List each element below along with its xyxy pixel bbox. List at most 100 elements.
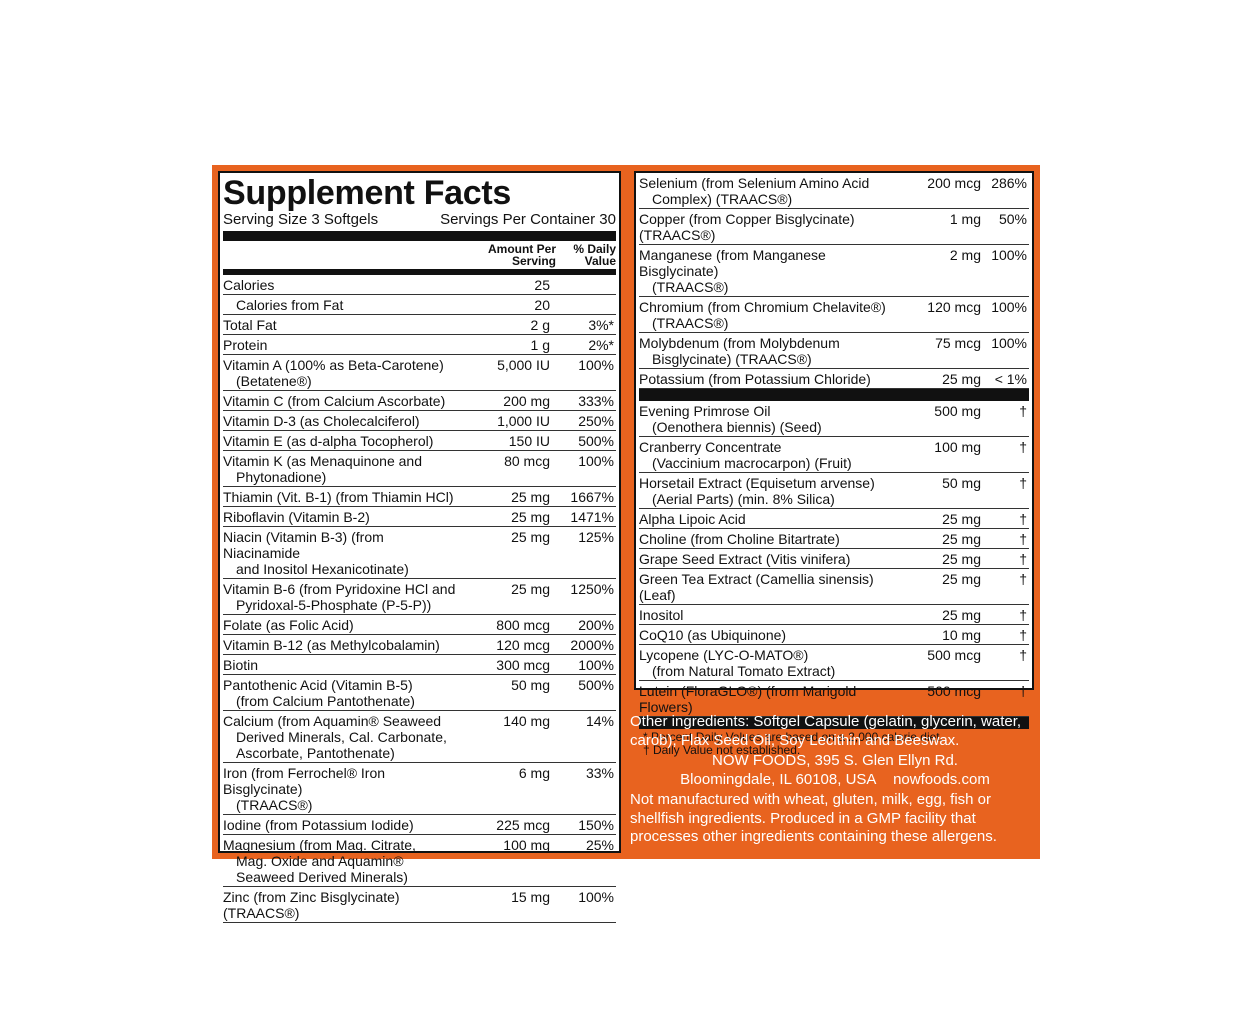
nutrient-row: Lutein (FloraGLO®) (from Marigold Flower… (639, 681, 1029, 717)
nutrient-name-text: Lycopene (LYC-O-MATO®) (639, 647, 809, 663)
nutrient-row: Vitamin C (from Calcium Ascorbate) 200 mg… (223, 391, 616, 411)
nutrient-name-continued: and Inositol Hexanicotinate) (236, 561, 409, 577)
nutrient-name-text: Folate (as Folic Acid) (223, 617, 354, 633)
nutrient-name-text: Pantothenic Acid (Vitamin B-5) (223, 677, 413, 693)
nutrient-name: Grape Seed Extract (Vitis vinifera) (639, 551, 901, 567)
nutrient-name: Magnesium (from Mag. Citrate, Mag. Oxide … (223, 837, 460, 885)
nutrient-daily-value: 500% (578, 433, 614, 449)
nutrient-name-text: Vitamin A (100% as Beta-Carotene) (223, 357, 444, 373)
nutrient-amount: 25 mg (511, 509, 550, 525)
thick-divider (223, 231, 616, 241)
nutrient-row: CoQ10 (as Ubiquinone) 10 mg † (639, 625, 1029, 645)
company-name: NOW FOODS, 395 S. Glen Ellyn Rd. (712, 752, 958, 769)
nutrient-daily-value: † (1019, 683, 1027, 699)
serving-info: Serving Size 3 Softgels Servings Per Con… (223, 211, 616, 228)
servings-per-container: Servings Per Container 30 (440, 211, 616, 228)
daily-value-header: % Daily Value (573, 242, 616, 268)
nutrient-daily-value: † (1019, 475, 1027, 491)
nutrient-name: Cranberry Concentrate (Vaccinium macrocar… (639, 439, 901, 471)
nutrient-name: Copper (from Copper Bisglycinate) (TRAAC… (639, 211, 901, 243)
nutrient-row: Vitamin B-12 (as Methylcobalamin) 120 mcg… (223, 635, 616, 655)
nutrient-daily-value: † (1019, 607, 1027, 623)
nutrient-amount: 140 mg (503, 713, 550, 729)
nutrient-amount: 25 mg (511, 581, 550, 597)
nutrient-amount: 20 (534, 297, 550, 313)
amount-header: Amount Per Serving (487, 242, 556, 268)
nutrient-amount: 2 mg (949, 247, 981, 263)
nutrient-name-text: Vitamin D-3 (as Cholecalciferol) (223, 413, 420, 429)
nutrient-daily-value: 100% (578, 453, 614, 469)
nutrient-name: Chromium (from Chromium Chelavite®) (TRAA… (639, 299, 901, 331)
nutrient-amount: 25 mg (942, 511, 981, 527)
nutrient-name-text: Evening Primrose Oil (639, 403, 771, 419)
nutrient-name-continued: (from Natural Tomato Extract) (652, 663, 836, 679)
nutrient-daily-value: † (1019, 511, 1027, 527)
nutrient-daily-value: † (1019, 627, 1027, 643)
nutrient-row: Pantothenic Acid (Vitamin B-5) (from Calc… (223, 675, 616, 711)
nutrient-row: Selenium (from Selenium Amino Acid Comple… (639, 173, 1029, 209)
nutrient-daily-value: 200% (578, 617, 614, 633)
nutrient-row: Manganese (from Manganese Bisglycinate)(… (639, 245, 1029, 297)
nutrient-daily-value (562, 277, 616, 293)
nutrient-amount: 500 mg (934, 403, 981, 419)
nutrient-daily-value: 150% (578, 817, 614, 833)
nutrient-row: Folate (as Folic Acid) 800 mcg 200% (223, 615, 616, 635)
nutrient-name: Folate (as Folic Acid) (223, 617, 460, 633)
nutrient-row: Inositol 25 mg † (639, 605, 1029, 625)
nutrient-name-text: Selenium (from Selenium Amino Acid (639, 175, 870, 191)
nutrient-name-text: Calories from Fat (236, 297, 344, 313)
nutrient-row: Niacin (Vitamin B-3) (from Niacinamide an… (223, 527, 616, 579)
nutrient-amount: 25 mg (942, 531, 981, 547)
nutrient-daily-value: 25% (585, 837, 614, 853)
nutrient-daily-value: 100% (578, 357, 614, 373)
nutrient-amount: 200 mcg (927, 175, 981, 191)
nutrient-row: Evening Primrose Oil (Oenothera biennis) … (639, 401, 1029, 437)
nutrient-name-continued: (TRAACS®) (652, 315, 729, 331)
nutrient-name-continued: (from Calcium Pantothenate) (236, 693, 415, 709)
column-header: Amount Per Serving % Daily Value (223, 241, 616, 275)
nutrient-amount: 500 mcg (927, 647, 981, 663)
nutrient-row: Grape Seed Extract (Vitis vinifera) 25 mg… (639, 549, 1029, 569)
nutrient-amount: 25 mg (511, 489, 550, 505)
nutrient-name-text: Copper (from Copper Bisglycinate) (TRAAC… (639, 211, 855, 243)
nutrient-name: Iodine (from Potassium Iodide) (223, 817, 460, 833)
nutrient-daily-value: 100% (578, 889, 614, 905)
nutrient-amount: 120 mcg (496, 637, 550, 653)
nutrient-name-text: Magnesium (from Mag. Citrate, (223, 837, 416, 853)
nutrient-name-text: Lutein (FloraGLO®) (from Marigold Flower… (639, 683, 857, 715)
nutrient-name: Total Fat (223, 317, 460, 333)
nutrient-name: Vitamin A (100% as Beta-Carotene) (Betate… (223, 357, 460, 389)
nutrient-amount: 225 mcg (496, 817, 550, 833)
nutrient-daily-value: 33% (585, 765, 614, 781)
nutrient-amount: 500 mcg (927, 683, 981, 699)
nutrient-daily-value (562, 297, 616, 313)
nutrient-name: Lycopene (LYC-O-MATO®) (from Natural Toma… (639, 647, 901, 679)
nutrient-name: Lutein (FloraGLO®) (from Marigold Flower… (639, 683, 901, 715)
footnotes: * Percent Daily Values are based on a 2,… (639, 729, 1029, 759)
nutrient-name: CoQ10 (as Ubiquinone) (639, 627, 901, 643)
nutrient-amount: 800 mcg (496, 617, 550, 633)
nutrient-name-continued: Mag. Oxide and Aquamin® Seaweed Derived … (236, 853, 408, 885)
nutrient-name-continued: (Betatene®) (236, 373, 312, 389)
nutrient-name-text: Total Fat (223, 317, 277, 333)
nutrient-daily-value: † (1019, 551, 1027, 567)
nutrient-name: Vitamin D-3 (as Cholecalciferol) (223, 413, 460, 429)
nutrient-row: Molybdenum (from Molybdenum Bisglycinate)… (639, 333, 1029, 369)
nutrient-name: Inositol (639, 607, 901, 623)
nutrient-daily-value: 50% (998, 211, 1027, 227)
nutrient-list-left: Calories 25 Calories from Fat 20 Total Fat 2 … (223, 275, 616, 923)
nutrient-daily-value: 250% (578, 413, 614, 429)
supplement-facts-panel-left: Supplement Facts Serving Size 3 Softgels… (218, 171, 621, 923)
nutrient-name-text: Biotin (223, 657, 259, 673)
nutrient-name: Pantothenic Acid (Vitamin B-5) (from Calc… (223, 677, 460, 709)
nutrient-name-text: Vitamin B-12 (as Methylcobalamin) (223, 637, 440, 653)
footnote-dagger: † Daily Value not established. (643, 743, 801, 757)
nutrient-row: Vitamin B-6 (from Pyridoxine HCl and Pyri… (223, 579, 616, 615)
nutrient-name-text: Molybdenum (from Molybdenum (639, 335, 840, 351)
nutrient-daily-value: 14% (585, 713, 614, 729)
nutrient-name-continued: (Aerial Parts) (min. 8% Silica) (652, 491, 835, 507)
nutrient-name-continued: (TRAACS®) (236, 797, 313, 813)
address: Bloomingdale, IL 60108, USA (680, 770, 877, 788)
nutrient-name-text: Manganese (from Manganese Bisglycinate) (639, 247, 826, 279)
nutrient-amount: 300 mcg (496, 657, 550, 673)
